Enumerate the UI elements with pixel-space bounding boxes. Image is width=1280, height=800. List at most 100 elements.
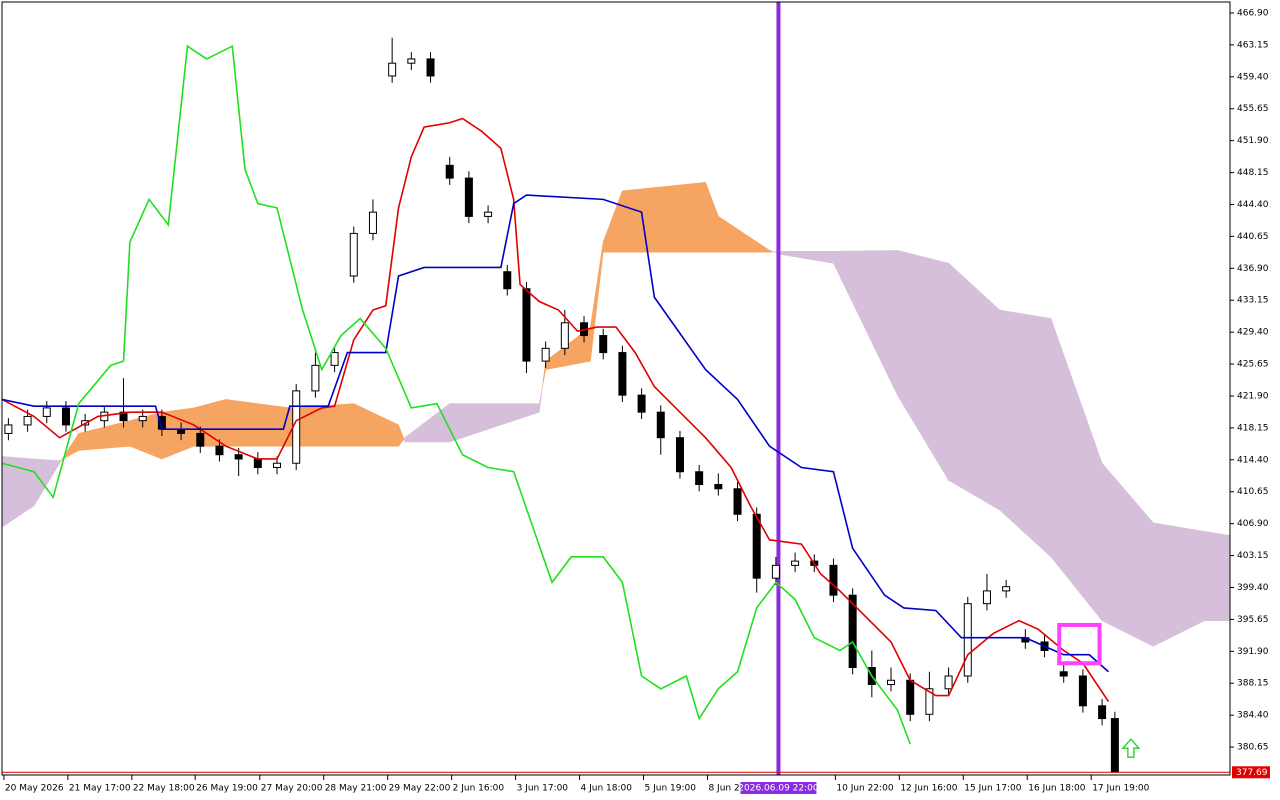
candle-body xyxy=(925,688,934,715)
y-tick-label: 391.90 xyxy=(1237,647,1269,657)
candle-body xyxy=(23,415,32,426)
candle-body xyxy=(1002,586,1011,592)
candle-body xyxy=(771,564,780,579)
candle-body xyxy=(464,177,473,217)
candle-body xyxy=(273,462,282,468)
candle-body xyxy=(599,335,608,354)
y-tick-label: 425.65 xyxy=(1237,360,1269,370)
x-tick-label: 8 Jun 20:00 xyxy=(708,784,760,794)
candle-body xyxy=(484,211,493,217)
candle-body xyxy=(1078,675,1087,707)
y-tick-label: 421.90 xyxy=(1237,391,1269,401)
x-tick-label: 10 Jun 22:00 xyxy=(836,784,893,794)
candle-body xyxy=(138,415,147,422)
y-tick-label: 395.65 xyxy=(1237,615,1269,625)
y-tick-label: 433.15 xyxy=(1237,296,1269,306)
x-tick-label: 16 Jun 18:00 xyxy=(1028,784,1085,794)
vline-label-bg xyxy=(740,782,817,794)
candle-body xyxy=(330,352,339,366)
cloud xyxy=(225,399,291,447)
candle-body xyxy=(637,394,646,413)
candle-body xyxy=(368,211,377,234)
x-tick-label: 20 May 2026 xyxy=(5,784,64,794)
candle-body xyxy=(4,424,13,434)
price-label-bg xyxy=(1232,766,1270,779)
vline-label: 2026.06.09 22:00 xyxy=(738,784,819,794)
y-tick-label: 403.15 xyxy=(1237,551,1269,561)
candle-body xyxy=(42,407,51,417)
cloud xyxy=(398,424,405,448)
candle-body xyxy=(215,445,224,456)
x-tick-label: 15 Jun 17:00 xyxy=(964,784,1021,794)
candle-body xyxy=(234,454,243,460)
x-tick-label: 2 Jun 16:00 xyxy=(453,784,505,794)
cloud xyxy=(538,386,543,413)
indicator-line xyxy=(2,194,1110,673)
y-tick-label: 399.40 xyxy=(1237,583,1269,593)
y-tick-label: 384.40 xyxy=(1237,711,1269,721)
candle-body xyxy=(1059,671,1068,677)
candle-body xyxy=(541,347,550,362)
y-tick-label: 459.40 xyxy=(1237,72,1269,82)
up-arrow xyxy=(1121,738,1141,758)
indicator-line xyxy=(2,117,1110,702)
candle-body xyxy=(445,164,454,179)
x-tick-label: 27 May 20:00 xyxy=(261,784,323,794)
plot-frame xyxy=(1,1,1231,776)
x-tick-label: 5 Jun 19:00 xyxy=(645,784,697,794)
candle-body xyxy=(848,594,857,669)
candle-body xyxy=(944,675,953,690)
candle-body xyxy=(503,271,512,290)
candle-body xyxy=(695,471,704,486)
candle-body xyxy=(426,58,435,77)
y-tick-label: 455.65 xyxy=(1237,104,1269,114)
candle-body xyxy=(963,603,972,677)
candle-body xyxy=(829,564,838,596)
y-tick-label: 414.40 xyxy=(1237,455,1269,465)
x-tick-label: 29 May 22:00 xyxy=(389,784,451,794)
candle-body xyxy=(906,679,915,715)
y-tick-label: 463.15 xyxy=(1237,40,1269,50)
candle-body xyxy=(733,488,742,515)
indicator-line xyxy=(2,44,911,745)
candle-body xyxy=(196,432,205,447)
y-tick-label: 418.15 xyxy=(1237,423,1269,433)
x-tick-label: 26 May 19:00 xyxy=(196,784,258,794)
y-tick-label: 436.90 xyxy=(1237,264,1269,274)
cloud xyxy=(59,458,63,465)
plot-area xyxy=(2,2,1230,775)
candle-body xyxy=(714,484,723,490)
x-tick-label: 4 Jun 18:00 xyxy=(581,784,633,794)
candle-body xyxy=(752,513,761,579)
cloud xyxy=(1204,530,1230,621)
y-tick-label: 410.65 xyxy=(1237,487,1269,497)
candle-body xyxy=(618,352,627,396)
x-tick-label: 17 Jun 19:00 xyxy=(1092,784,1149,794)
y-tick-label: 380.65 xyxy=(1237,743,1269,753)
price-label: 377.69 xyxy=(1236,768,1268,778)
candle-body xyxy=(522,288,531,362)
y-tick-label: 466.90 xyxy=(1237,8,1269,18)
candle-body xyxy=(407,58,416,64)
candle-body xyxy=(61,407,70,426)
cloud xyxy=(769,250,774,253)
y-tick-label: 429.40 xyxy=(1237,328,1269,338)
candle-body xyxy=(388,62,397,77)
annotation-box xyxy=(1057,622,1102,666)
candle-body xyxy=(675,437,684,473)
x-tick-label: 28 May 21:00 xyxy=(325,784,387,794)
x-tick-label: 12 Jun 16:00 xyxy=(900,784,957,794)
candle-body xyxy=(791,560,800,566)
candle-body xyxy=(253,458,262,468)
y-tick-label: 406.90 xyxy=(1237,519,1269,529)
candle-body xyxy=(656,411,665,439)
x-tick-label: 3 Jun 17:00 xyxy=(517,784,569,794)
candle-body xyxy=(887,679,896,686)
y-tick-label: 444.40 xyxy=(1237,200,1269,210)
cloud xyxy=(622,182,706,253)
candle-body xyxy=(349,232,358,277)
y-tick-label: 448.15 xyxy=(1237,168,1269,178)
x-tick-label: 22 May 18:00 xyxy=(133,784,195,794)
